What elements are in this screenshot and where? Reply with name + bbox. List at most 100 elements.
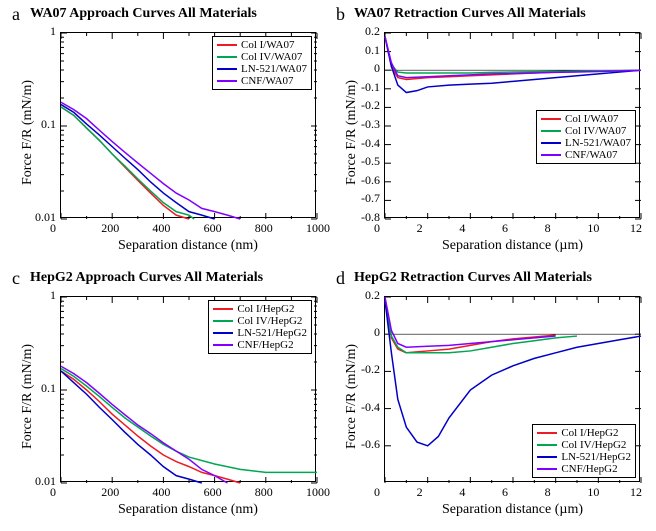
legend-text: LN-521/WA07 [565, 137, 631, 149]
legend-item: CNF/WA07 [541, 149, 631, 161]
series-line [61, 102, 240, 219]
y-axis-label: Force F/R (mN/m) [344, 344, 360, 449]
legend-item: Col IV/HepG2 [537, 439, 631, 451]
legend-swatch [541, 142, 561, 144]
x-tick-label: 8 [545, 485, 551, 500]
legend-swatch [217, 56, 237, 58]
y-tick-label: -0.8 [361, 210, 380, 225]
x-tick-label: 400 [152, 221, 170, 236]
legend-text: Col IV/WA07 [241, 51, 302, 63]
legend-item: Col IV/WA07 [217, 51, 307, 63]
y-tick-label: -0.6 [361, 173, 380, 188]
x-tick-label: 800 [255, 221, 273, 236]
x-axis-label: Separation distance (nm) [118, 502, 258, 518]
legend-swatch [541, 154, 561, 156]
panel-label-d: d [336, 268, 345, 289]
x-tick-label: 8 [545, 221, 551, 236]
legend-swatch [537, 456, 557, 458]
legend-swatch [541, 130, 561, 132]
legend-swatch [537, 432, 557, 434]
legend-text: Col IV/HepG2 [237, 315, 302, 327]
series-line [61, 366, 227, 483]
series-line [61, 107, 194, 219]
legend-swatch [213, 308, 233, 310]
series-line [385, 37, 641, 73]
x-tick-label: 12 [630, 221, 642, 236]
series-line [61, 369, 317, 473]
y-tick-label: 1 [50, 288, 56, 303]
legend-item: CNF/HepG2 [213, 339, 307, 351]
panel-label-b: b [336, 4, 345, 25]
series-line [61, 107, 189, 219]
y-tick-label: 0 [374, 61, 380, 76]
y-axis-label: Force F/R (mN/m) [344, 80, 360, 185]
legend-item: Col I/HepG2 [537, 427, 631, 439]
series-line [385, 297, 556, 347]
series-line [385, 301, 577, 353]
legend: Col I/HepG2Col IV/HepG2LN-521/HepG2CNF/H… [532, 424, 636, 478]
legend-item: CNF/WA07 [217, 75, 307, 87]
x-tick-label: 4 [459, 485, 465, 500]
x-tick-label: 600 [204, 485, 222, 500]
x-tick-label: 6 [502, 485, 508, 500]
x-tick-label: 1000 [306, 221, 330, 236]
panel-a: aWA07 Approach Curves All MaterialsForce… [8, 4, 328, 262]
panel-b: b WA07 Retraction Curves All Materials For… [332, 4, 652, 262]
panel-title-b: WA07 Retraction Curves All Materials [354, 6, 586, 22]
legend: Col I/WA07Col IV/WA07LN-521/WA07CNF/WA07 [212, 36, 312, 90]
y-tick-label: -0.6 [361, 437, 380, 452]
y-tick-label: 0.2 [365, 24, 380, 39]
panel-label-a: a [12, 4, 20, 25]
legend-item: CNF/HepG2 [537, 463, 631, 475]
legend-text: CNF/WA07 [241, 75, 294, 87]
legend-text: Col IV/WA07 [565, 125, 626, 137]
x-tick-label: 0 [374, 485, 380, 500]
panel-title-a: WA07 Approach Curves All Materials [30, 6, 257, 22]
x-tick-label: 6 [502, 221, 508, 236]
y-tick-label: -0.5 [361, 154, 380, 169]
legend-swatch [213, 320, 233, 322]
y-tick-label: 1 [50, 24, 56, 39]
x-tick-label: 200 [101, 221, 119, 236]
panel-title-c: HepG2 Approach Curves All Materials [30, 270, 263, 286]
x-tick-label: 1000 [306, 485, 330, 500]
y-tick-label: -0.4 [361, 136, 380, 151]
legend-item: Col I/WA07 [217, 39, 307, 51]
y-tick-label: -0.2 [361, 98, 380, 113]
legend-text: CNF/HepG2 [237, 339, 293, 351]
legend-swatch [541, 118, 561, 120]
series-line [385, 37, 641, 93]
series-line [61, 371, 202, 483]
legend-item: Col I/HepG2 [213, 303, 307, 315]
x-axis-label: Separation distance (µm) [442, 238, 583, 254]
legend-swatch [217, 80, 237, 82]
legend-item: Col I/WA07 [541, 113, 631, 125]
x-tick-label: 2 [417, 221, 423, 236]
legend-item: Col IV/HepG2 [213, 315, 307, 327]
legend-swatch [213, 344, 233, 346]
x-tick-label: 2 [417, 485, 423, 500]
legend-swatch [217, 68, 237, 70]
x-tick-label: 10 [587, 221, 599, 236]
y-tick-label: -0.2 [361, 362, 380, 377]
x-tick-label: 400 [152, 485, 170, 500]
x-tick-label: 10 [587, 485, 599, 500]
x-axis-label: Separation distance (nm) [118, 238, 258, 254]
x-tick-label: 800 [255, 485, 273, 500]
legend-item: LN-521/WA07 [541, 137, 631, 149]
legend-swatch [537, 468, 557, 470]
y-tick-label: -0.4 [361, 400, 380, 415]
panel-title-d: HepG2 Retraction Curves All Materials [354, 270, 592, 286]
legend-text: LN-521/HepG2 [561, 451, 631, 463]
legend-text: Col IV/HepG2 [561, 439, 626, 451]
y-tick-label: 0.1 [365, 43, 380, 58]
y-tick-label: -0.7 [361, 191, 380, 206]
x-tick-label: 4 [459, 221, 465, 236]
legend: Col I/WA07Col IV/WA07LN-521/WA07CNF/WA07 [536, 110, 636, 164]
legend-text: Col I/HepG2 [237, 303, 294, 315]
y-tick-label: 0.1 [41, 381, 56, 396]
x-tick-label: 600 [204, 221, 222, 236]
legend-item: LN-521/WA07 [217, 63, 307, 75]
legend-text: Col I/WA07 [565, 113, 618, 125]
x-tick-label: 12 [630, 485, 642, 500]
